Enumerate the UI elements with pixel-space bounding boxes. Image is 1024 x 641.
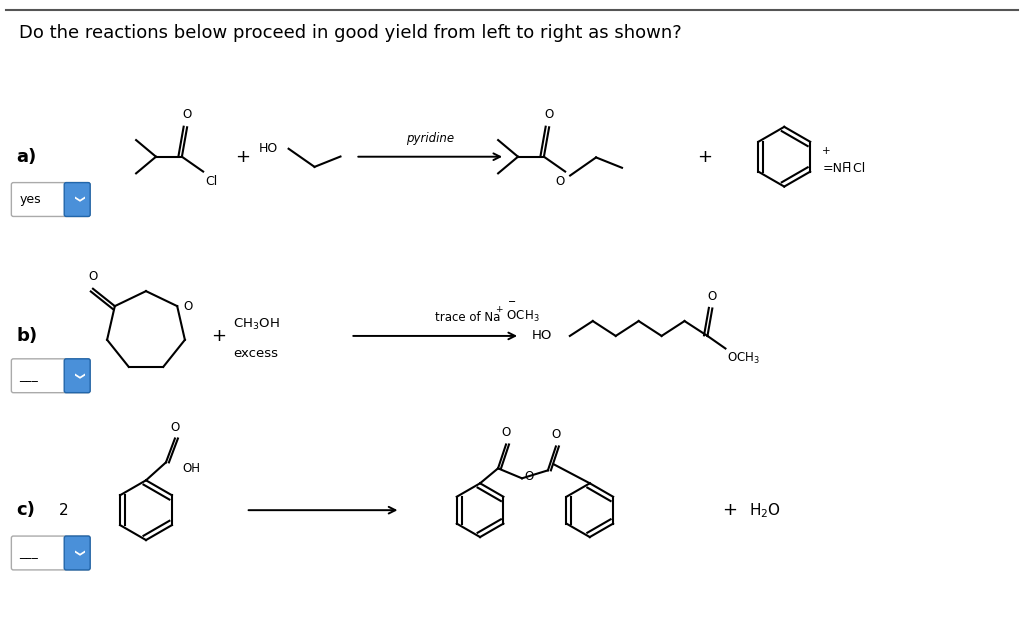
Text: 2: 2	[58, 503, 68, 518]
FancyBboxPatch shape	[11, 536, 90, 570]
Text: +: +	[495, 305, 503, 314]
Text: yes: yes	[19, 193, 41, 206]
Text: O: O	[182, 108, 191, 121]
Text: O: O	[170, 420, 179, 433]
Text: O: O	[183, 299, 193, 313]
Text: O: O	[555, 174, 564, 188]
Text: HO: HO	[531, 329, 552, 342]
FancyBboxPatch shape	[65, 183, 90, 217]
Text: H$_2$O: H$_2$O	[750, 501, 781, 519]
Text: b): b)	[16, 327, 38, 345]
Text: +: +	[697, 147, 712, 166]
Text: +: +	[722, 501, 737, 519]
Text: OCH$_3$: OCH$_3$	[727, 351, 761, 365]
Text: HO: HO	[259, 142, 278, 155]
Text: ❯: ❯	[72, 549, 82, 557]
Text: CH$_3$OH: CH$_3$OH	[232, 317, 280, 331]
Text: O: O	[502, 426, 511, 440]
Text: O: O	[524, 470, 534, 483]
Text: a): a)	[16, 147, 37, 166]
Text: +: +	[211, 327, 226, 345]
Text: O: O	[545, 108, 554, 121]
Text: =NH: =NH	[822, 162, 852, 175]
Text: +: +	[236, 147, 250, 166]
Text: ___: ___	[19, 369, 38, 382]
Text: +: +	[822, 146, 830, 156]
Text: excess: excess	[232, 347, 278, 360]
FancyBboxPatch shape	[65, 536, 90, 570]
Text: Cl: Cl	[205, 174, 217, 188]
Text: Cl: Cl	[849, 162, 865, 175]
Text: OCH$_3$: OCH$_3$	[503, 309, 540, 324]
Text: pyridine: pyridine	[407, 132, 455, 145]
FancyBboxPatch shape	[65, 359, 90, 393]
Text: ___: ___	[19, 547, 38, 560]
FancyBboxPatch shape	[11, 359, 90, 393]
Text: Do the reactions below proceed in good yield from left to right as shown?: Do the reactions below proceed in good y…	[19, 24, 682, 42]
Text: c): c)	[16, 501, 35, 519]
Text: OH: OH	[182, 462, 200, 475]
FancyBboxPatch shape	[11, 183, 90, 217]
Text: O: O	[708, 290, 717, 303]
Text: ❯: ❯	[72, 372, 82, 380]
Text: O: O	[88, 270, 97, 283]
Text: O: O	[551, 428, 560, 442]
Text: trace of Na: trace of Na	[435, 311, 501, 324]
Text: ❯: ❯	[72, 196, 82, 204]
